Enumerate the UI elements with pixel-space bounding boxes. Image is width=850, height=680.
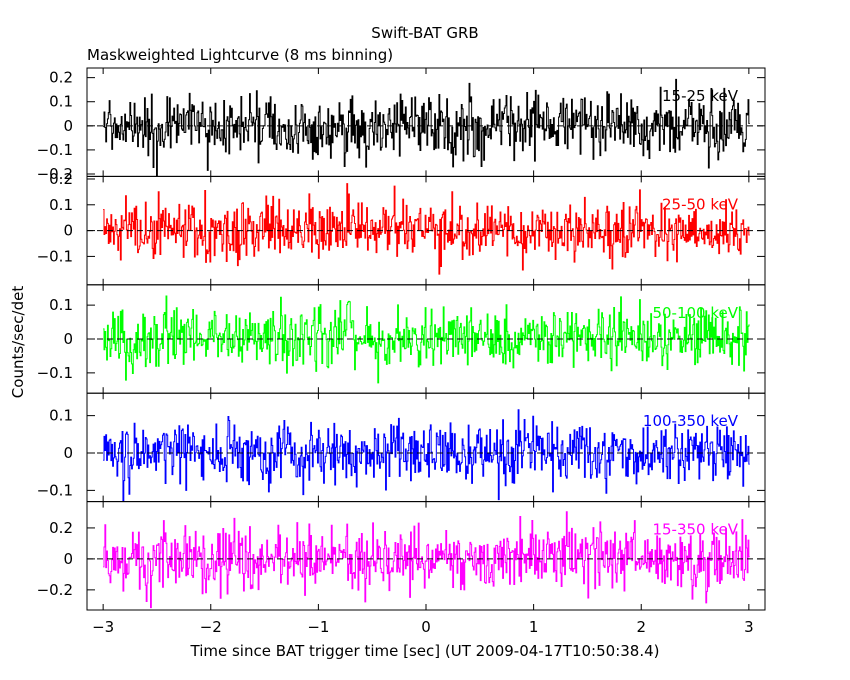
series-line-1 [103, 78, 750, 177]
panel-3: −0.1 0 0.1 50-100 keV [37, 284, 766, 394]
y-tick-label: −0.2 [37, 165, 73, 183]
panel-5: −0.2 0 0.2 15-350 keV [37, 501, 766, 611]
series-line-5 [103, 511, 750, 609]
y-tick-label: −0.1 [37, 364, 73, 382]
y-tick-label: 0.2 [49, 519, 73, 537]
y-tick-label: 0.1 [49, 196, 73, 214]
panel-1: −0.2 −0.1 0 0.1 0.2 15-25 keV [37, 67, 766, 183]
panel-2: −0.1 0 0.1 0.2 25-50 keV [37, 170, 766, 286]
y-tick-label: 0 [63, 550, 73, 568]
y-axis-label: Counts/sec/det [9, 286, 27, 399]
y-tick-label: 0 [63, 222, 73, 240]
x-tick-label: 1 [529, 618, 539, 636]
band-label: 50-100 keV [652, 304, 738, 322]
band-label: 15-25 keV [662, 87, 739, 105]
y-tick-label: −0.1 [37, 141, 73, 159]
x-tick-label: −2 [200, 618, 222, 636]
chart-title: Swift-BAT GRB [371, 24, 478, 42]
series-line-2 [103, 183, 750, 275]
y-tick-label: 0 [63, 117, 73, 135]
y-tick-label: 0.2 [49, 69, 73, 87]
panel-4: −0.1 0 0.1 100-350 keV [37, 392, 766, 503]
series-line-3 [103, 295, 750, 384]
y-tick-label: 0.1 [49, 407, 73, 425]
x-tick-label: 3 [744, 618, 754, 636]
x-tick-label: 0 [421, 618, 431, 636]
x-tick-label: 2 [636, 618, 646, 636]
y-tick-label: −0.2 [37, 581, 73, 599]
series-line-4 [103, 409, 750, 502]
y-tick-label: −0.1 [37, 247, 73, 265]
y-tick-label: 0 [63, 330, 73, 348]
y-tick-label: 0.1 [49, 93, 73, 111]
y-tick-label: −0.1 [37, 481, 73, 499]
x-tick-label: −3 [92, 618, 114, 636]
y-tick-label: 0.2 [49, 170, 73, 188]
band-label: 25-50 keV [662, 195, 739, 213]
chart-subtitle: Maskweighted Lightcurve (8 ms binning) [87, 46, 393, 64]
x-axis-label: Time since BAT trigger time [sec] (UT 20… [190, 642, 660, 660]
x-tick-label: −1 [307, 618, 329, 636]
band-label: 15-350 keV [652, 521, 738, 539]
band-label: 100-350 keV [643, 412, 739, 430]
y-tick-label: 0.1 [49, 296, 73, 314]
y-tick-label: 0 [63, 444, 73, 462]
